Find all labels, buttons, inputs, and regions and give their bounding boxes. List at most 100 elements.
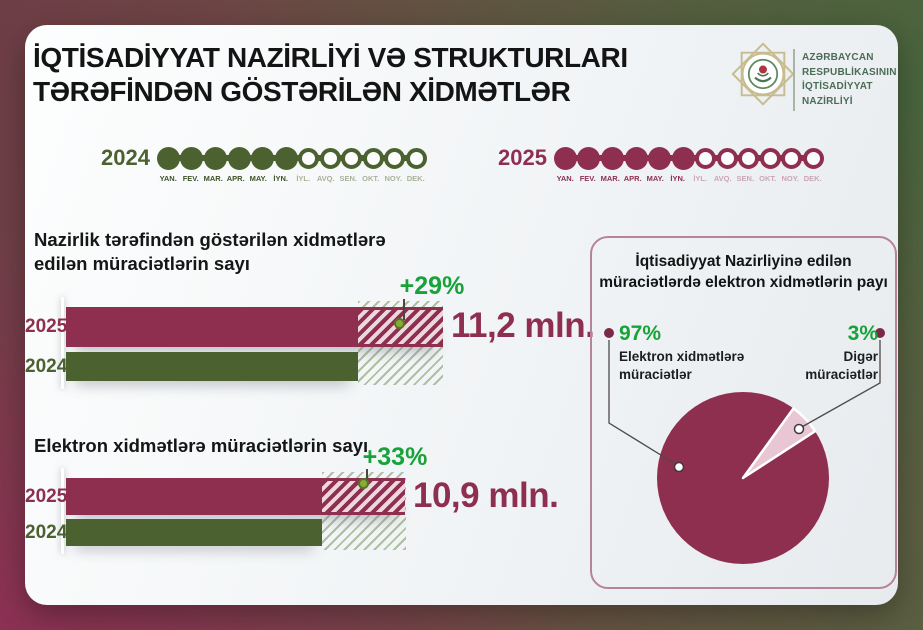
timeline-dot	[251, 146, 275, 170]
timeline-dot	[577, 146, 601, 170]
month-label: SEN.	[736, 174, 754, 183]
timeline-2024-year: 2024	[101, 145, 150, 170]
month-label: İYL.	[693, 174, 708, 183]
timeline-2025: 2025 YAN. FEV. MAR. APR.	[498, 145, 824, 183]
timeline-2025-year: 2025	[498, 145, 547, 170]
month-label: DEK.	[406, 174, 425, 183]
pie-label-electron-line2: müraciətlər	[619, 367, 692, 382]
timeline-dot	[227, 146, 251, 170]
month-label: SEN.	[339, 174, 357, 183]
month-label: MAR.	[203, 174, 223, 183]
chart1-bar-2025-solid	[66, 307, 358, 347]
month-label: OKT.	[362, 174, 380, 183]
chart2-value-label: 10,9 mln.	[413, 476, 559, 515]
chart1-delta-label: +29%	[399, 272, 465, 300]
chart1-delta-connector	[403, 299, 405, 320]
timeline-2024: 2024 YAN. FEV. MAR. APR.	[101, 145, 427, 183]
timeline-dot	[648, 146, 672, 170]
chart1-title: Nazirlik tərəfindən göstərilən xidmətlər…	[34, 228, 386, 276]
chart1-axis	[61, 297, 64, 389]
month-label: İYL.	[296, 174, 311, 183]
timeline-dot	[341, 147, 363, 169]
pie-label-electron: Elektron xidmətlərə müraciətlər	[619, 348, 744, 384]
month-label: MAY.	[646, 174, 664, 183]
month-label: YAN.	[159, 174, 177, 183]
chart1-bar-2025	[66, 307, 443, 347]
month-label: MAY.	[249, 174, 267, 183]
chart2-bar-2025	[66, 478, 405, 515]
timeline-dot	[624, 146, 648, 170]
ministry-name: AZƏRBAYCAN RESPUBLİKASININ İQTİSADİYYAT …	[802, 51, 898, 109]
timeline-dot	[738, 147, 760, 169]
month-label: YAN.	[556, 174, 574, 183]
month-label: AVQ.	[316, 174, 335, 183]
timeline-dot	[695, 147, 717, 169]
chart2-year-label-2025: 2025	[25, 486, 68, 507]
pie-pct-other: 3%	[847, 322, 878, 345]
timeline-dot	[553, 146, 577, 170]
ministry-name-line2: RESPUBLİKASININ	[802, 66, 897, 78]
chart1-year-label-2024: 2024	[25, 356, 68, 377]
page-title-line1: İQTİSADİYYAT NAZİRLİYİ VƏ STRUKTURLARI	[33, 42, 628, 73]
pie-pct-electron: 97%	[619, 322, 662, 345]
timeline-dot	[781, 147, 803, 169]
month-label: AVQ.	[713, 174, 732, 183]
pie-panel: İqtisadiyyat Nazirliyinə edilən müraciət…	[590, 236, 897, 589]
month-label: NOY.	[384, 174, 402, 183]
chart2-delta-dot	[358, 478, 369, 489]
infographic-card: İQTİSADİYYAT NAZİRLİYİ VƏ STRUKTURLARI T…	[25, 25, 898, 605]
chart2-bar-2024-solid	[66, 519, 322, 546]
chart1-delta-dot	[394, 318, 405, 329]
month-label: FEV.	[579, 174, 596, 183]
pie-panel-title: İqtisadiyyat Nazirliyinə edilən müraciət…	[592, 251, 895, 293]
month-label: APR.	[623, 174, 642, 183]
ministry-name-line4: NAZİRLİYİ	[802, 95, 853, 107]
month-label: DEK.	[803, 174, 822, 183]
month-label: NOY.	[781, 174, 799, 183]
page-title: İQTİSADİYYAT NAZİRLİYİ VƏ STRUKTURLARI T…	[33, 41, 628, 109]
timeline-dot	[204, 146, 228, 170]
chart1-title-line1: Nazirlik tərəfindən göstərilən xidmətlər…	[34, 229, 386, 250]
timeline-dot	[802, 147, 824, 169]
timeline-dot	[156, 146, 180, 170]
chart2-bar-2024	[66, 519, 322, 546]
page-title-line2: TƏRƏFİNDƏN GÖSTƏRİLƏN XİDMƏTLƏR	[33, 76, 571, 107]
month-label: OKT.	[759, 174, 777, 183]
chart2-title: Elektron xidmətlərə müraciətlərin sayı	[34, 435, 369, 456]
timeline-dot	[601, 146, 625, 170]
pie-panel-title-line2: müraciətlərdə elektron xidmətlərin payı	[599, 274, 888, 291]
ministry-name-line3: İQTİSADİYYAT	[802, 81, 873, 92]
ministry-emblem-icon	[731, 42, 795, 111]
timeline-dot	[274, 146, 298, 170]
month-label: FEV.	[182, 174, 199, 183]
chart2-bar-2025-solid	[66, 478, 322, 515]
timeline-2025-dots	[553, 145, 824, 171]
chart1-year-label-2025: 2025	[25, 316, 68, 337]
month-label: İYN.	[273, 174, 288, 183]
pie-label-other: Digər müraciətlər	[805, 348, 878, 384]
chart1-value-label: 11,2 mln.	[451, 306, 595, 345]
timeline-2025-months: YAN. FEV. MAR. APR. MAY. İYN. İYL. AVQ. …	[554, 174, 824, 183]
month-label: APR.	[226, 174, 245, 183]
timeline-2024-months: YAN. FEV. MAR. APR. MAY. İYN. İYL. AVQ. …	[157, 174, 427, 183]
chart1-bar-2024	[66, 352, 358, 381]
timeline-dot	[180, 146, 204, 170]
timeline-dot	[759, 147, 781, 169]
chart1-bar-2024-solid	[66, 352, 358, 381]
timeline-dot	[362, 147, 384, 169]
timeline-dot	[671, 146, 695, 170]
chart2-year-label-2024: 2024	[25, 522, 68, 543]
chart2-delta-label: +33%	[362, 443, 428, 471]
pie-panel-title-line1: İqtisadiyyat Nazirliyinə edilən	[635, 253, 852, 270]
pie-label-electron-line1: Elektron xidmətlərə	[619, 349, 745, 364]
chart1-title-line2: edilən müraciətlərin sayı	[34, 253, 250, 274]
timeline-dot	[405, 147, 427, 169]
timeline-dot	[319, 147, 341, 169]
timeline-dot	[384, 147, 406, 169]
chart2-delta-connector	[366, 469, 368, 480]
timeline-2024-dots	[156, 145, 427, 171]
chart2-axis	[61, 468, 64, 554]
logo-divider	[793, 49, 795, 111]
pie-chart	[604, 328, 885, 564]
